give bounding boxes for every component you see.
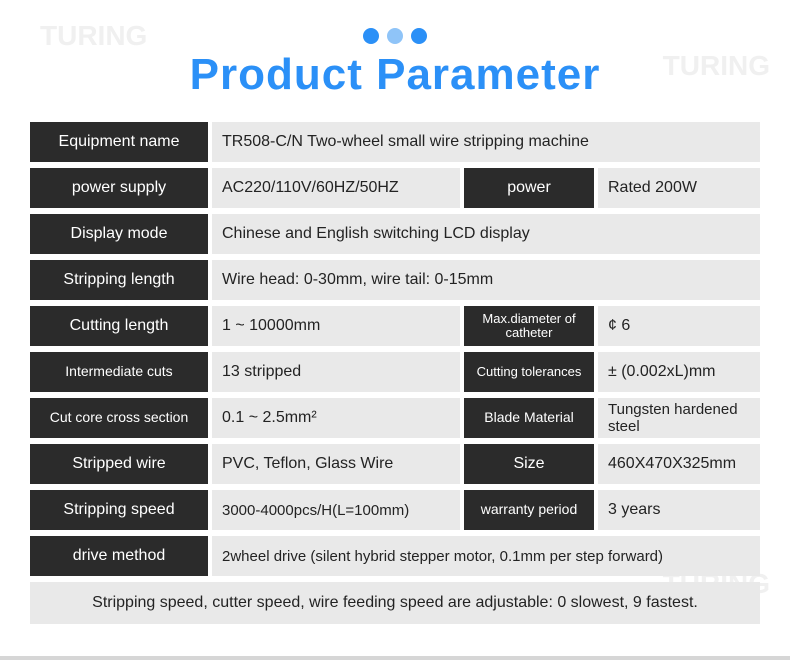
value-drive-method: 2wheel drive (silent hybrid stepper moto… bbox=[212, 536, 760, 576]
table-row: Display mode Chinese and English switchi… bbox=[30, 214, 760, 254]
value-intermediate-cuts: 13 stripped bbox=[212, 352, 460, 392]
table-row: Stripping speed 3000-4000pcs/H(L=100mm) … bbox=[30, 490, 760, 530]
table-row: Intermediate cuts 13 stripped Cutting to… bbox=[30, 352, 760, 392]
value-power-supply: AC220/110V/60HZ/50HZ bbox=[212, 168, 460, 208]
page-title: Product Parameter bbox=[0, 50, 790, 100]
label-stripping-speed: Stripping speed bbox=[30, 490, 208, 530]
label-cutting-tolerances: Cutting tolerances bbox=[464, 352, 594, 392]
table-row: drive method 2wheel drive (silent hybrid… bbox=[30, 536, 760, 576]
label-cut-core: Cut core cross section bbox=[30, 398, 208, 438]
label-equipment-name: Equipment name bbox=[30, 122, 208, 162]
label-warranty-period: warranty period bbox=[464, 490, 594, 530]
value-stripped-wire: PVC, Teflon, Glass Wire bbox=[212, 444, 460, 484]
footer-note: Stripping speed, cutter speed, wire feed… bbox=[30, 582, 760, 624]
value-cut-core: 0.1 ~ 2.5mm² bbox=[212, 398, 460, 438]
label-cutting-length: Cutting length bbox=[30, 306, 208, 346]
table-row: power supply AC220/110V/60HZ/50HZ power … bbox=[30, 168, 760, 208]
value-equipment-name: TR508-C/N Two-wheel small wire stripping… bbox=[212, 122, 760, 162]
label-intermediate-cuts: Intermediate cuts bbox=[30, 352, 208, 392]
dot-icon bbox=[387, 28, 403, 44]
value-stripping-length: Wire head: 0-30mm, wire tail: 0-15mm bbox=[212, 260, 760, 300]
label-power: power bbox=[464, 168, 594, 208]
value-max-diameter: ¢ 6 bbox=[598, 306, 760, 346]
value-cutting-length: 1 ~ 10000mm bbox=[212, 306, 460, 346]
table-row: Stripped wire PVC, Teflon, Glass Wire Si… bbox=[30, 444, 760, 484]
value-blade-material: Tungsten hardened steel bbox=[598, 398, 760, 438]
decorative-dots bbox=[0, 0, 790, 44]
label-stripped-wire: Stripped wire bbox=[30, 444, 208, 484]
value-power: Rated 200W bbox=[598, 168, 760, 208]
bottom-border bbox=[0, 656, 790, 660]
label-display-mode: Display mode bbox=[30, 214, 208, 254]
value-cutting-tolerances: ± (0.002xL)mm bbox=[598, 352, 760, 392]
label-blade-material: Blade Material bbox=[464, 398, 594, 438]
label-power-supply: power supply bbox=[30, 168, 208, 208]
label-max-diameter: Max.diameter of catheter bbox=[464, 306, 594, 346]
label-drive-method: drive method bbox=[30, 536, 208, 576]
table-row: Cutting length 1 ~ 10000mm Max.diameter … bbox=[30, 306, 760, 346]
content-wrapper: Product Parameter Equipment name TR508-C… bbox=[0, 0, 790, 624]
label-size: Size bbox=[464, 444, 594, 484]
value-display-mode: Chinese and English switching LCD displa… bbox=[212, 214, 760, 254]
parameter-table: Equipment name TR508-C/N Two-wheel small… bbox=[30, 122, 760, 624]
value-stripping-speed: 3000-4000pcs/H(L=100mm) bbox=[212, 490, 460, 530]
dot-icon bbox=[363, 28, 379, 44]
dot-icon bbox=[411, 28, 427, 44]
table-row: Stripping length Wire head: 0-30mm, wire… bbox=[30, 260, 760, 300]
value-warranty-period: 3 years bbox=[598, 490, 760, 530]
table-row: Equipment name TR508-C/N Two-wheel small… bbox=[30, 122, 760, 162]
table-row: Cut core cross section 0.1 ~ 2.5mm² Blad… bbox=[30, 398, 760, 438]
label-stripping-length: Stripping length bbox=[30, 260, 208, 300]
value-size: 460X470X325mm bbox=[598, 444, 760, 484]
